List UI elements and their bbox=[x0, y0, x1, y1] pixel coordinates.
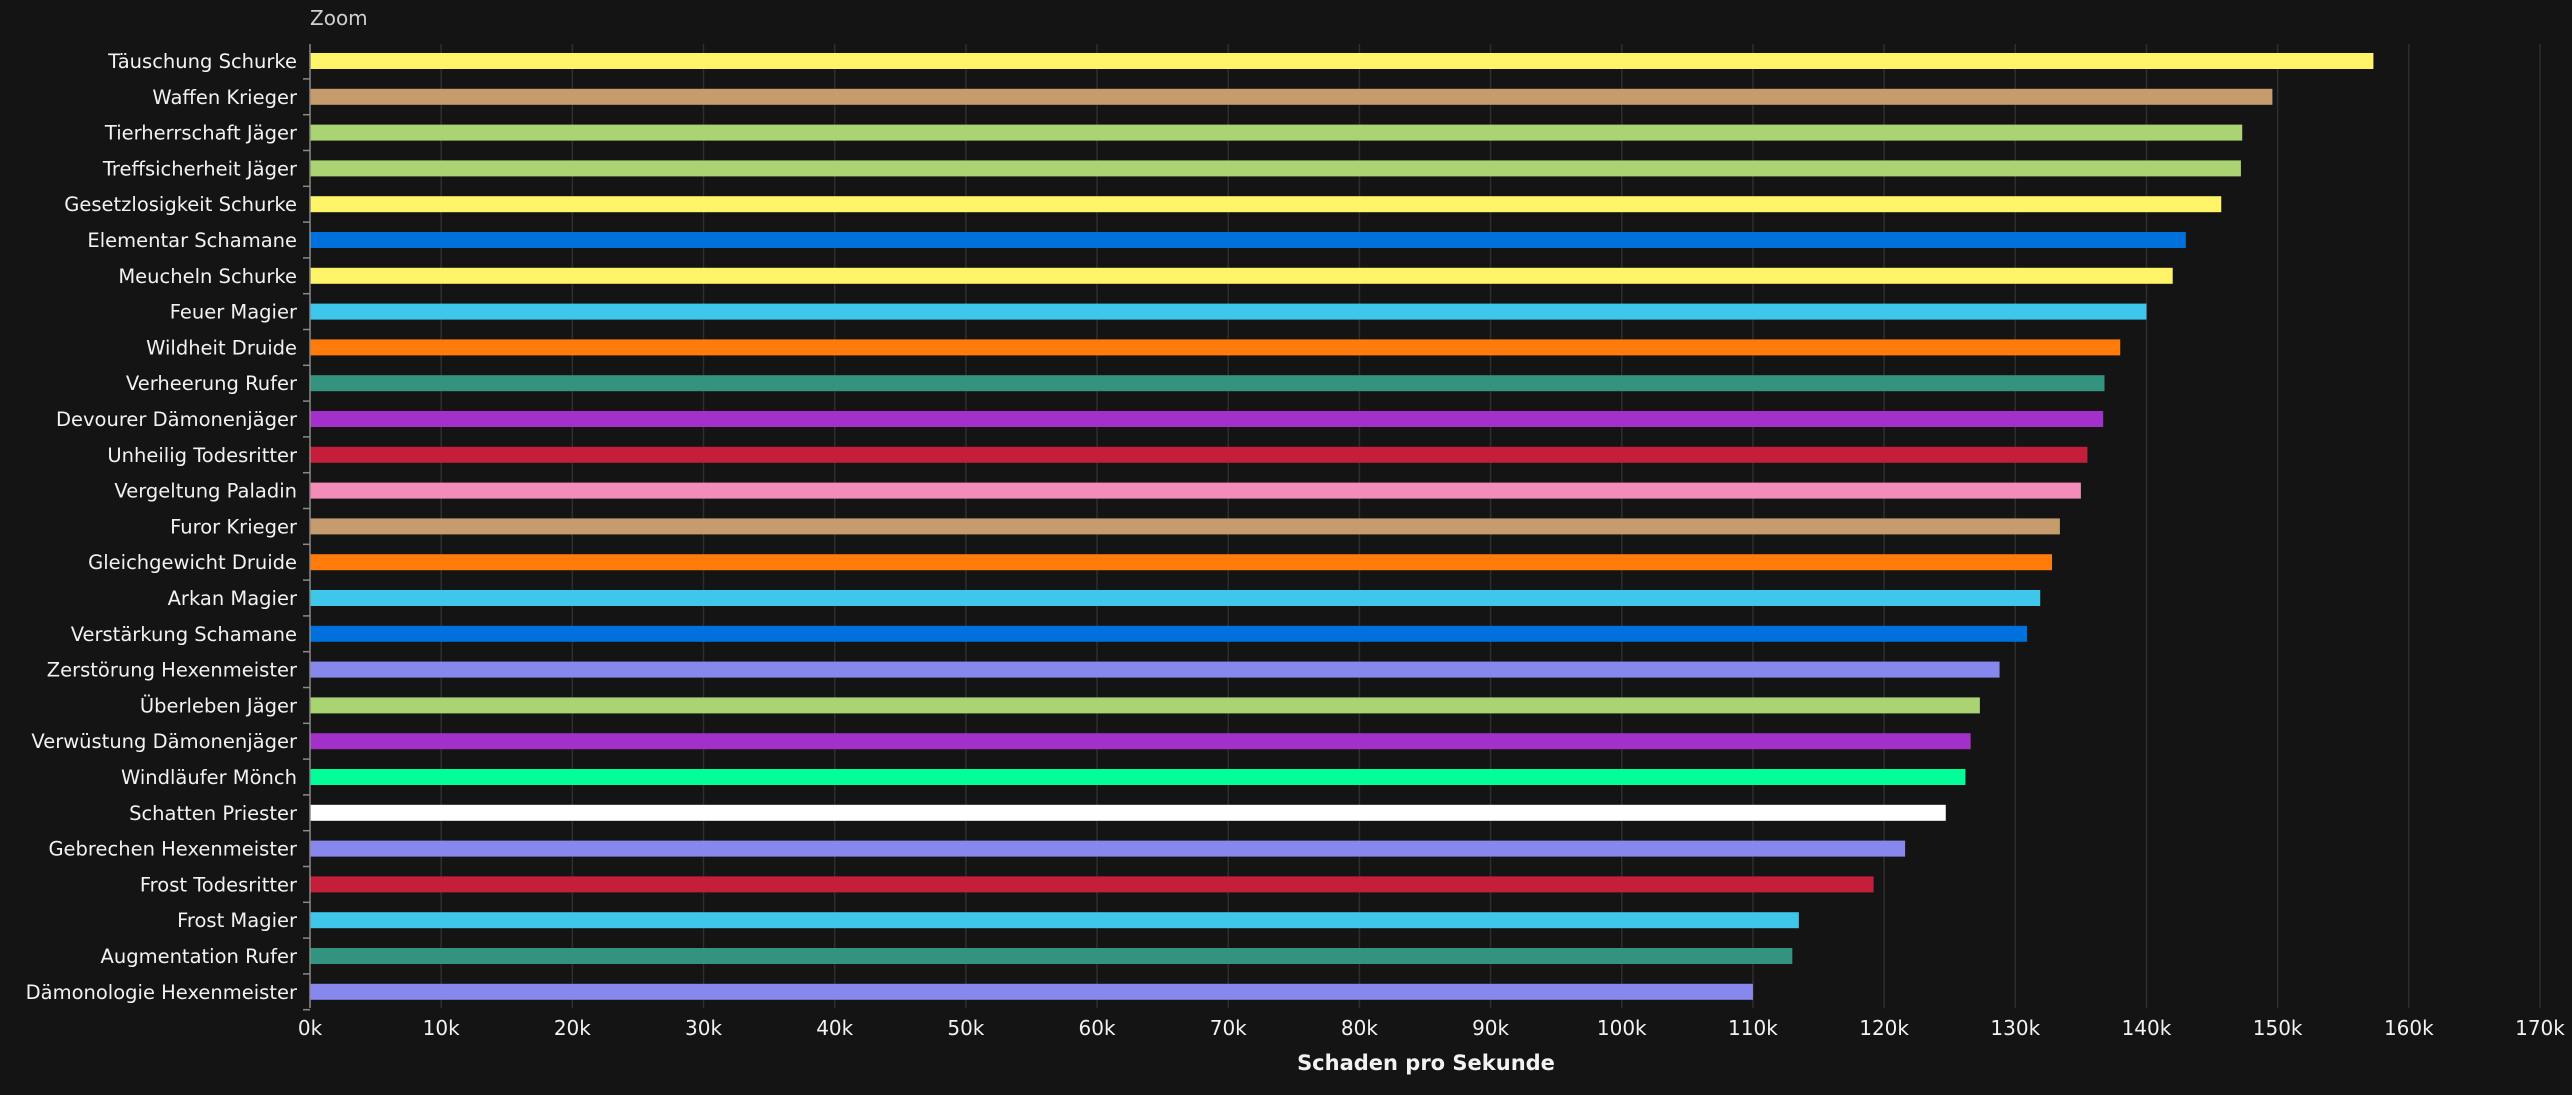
bars bbox=[310, 53, 2374, 1000]
bar[interactable] bbox=[310, 733, 1971, 750]
x-tick-label: 50k bbox=[947, 1016, 984, 1040]
category-label: Gebrechen Hexenmeister bbox=[48, 838, 298, 861]
bar[interactable] bbox=[310, 232, 2186, 248]
bar[interactable] bbox=[310, 697, 1980, 714]
x-tick-label: 100k bbox=[1597, 1016, 1647, 1040]
category-label: Gleichgewicht Druide bbox=[88, 551, 297, 574]
category-label: Vergeltung Paladin bbox=[114, 480, 297, 503]
category-label: Arkan Magier bbox=[168, 587, 298, 610]
bar[interactable] bbox=[310, 625, 2028, 642]
x-tick-label: 60k bbox=[1079, 1016, 1116, 1040]
x-axis-title: Schaden pro Sekunde bbox=[1297, 1051, 1555, 1075]
x-tick-label: 170k bbox=[2515, 1016, 2565, 1040]
x-tick-label: 140k bbox=[2122, 1016, 2172, 1040]
category-label: Waffen Krieger bbox=[152, 86, 298, 109]
bar[interactable] bbox=[310, 661, 2000, 678]
category-label: Feuer Magier bbox=[170, 301, 298, 324]
bar[interactable] bbox=[310, 267, 2173, 284]
bar[interactable] bbox=[310, 769, 1966, 785]
category-label: Furor Krieger bbox=[170, 515, 298, 538]
bar[interactable] bbox=[310, 590, 2041, 606]
bar[interactable] bbox=[310, 482, 2081, 499]
x-tick-label: 90k bbox=[1472, 1016, 1509, 1040]
category-label: Unheilig Todesritter bbox=[107, 444, 298, 467]
bar[interactable] bbox=[310, 983, 1753, 1000]
category-label: Treffsicherheit Jäger bbox=[102, 157, 298, 180]
category-label: Überleben Jäger bbox=[140, 694, 298, 717]
category-label: Meucheln Schurke bbox=[118, 265, 297, 288]
category-label: Augmentation Rufer bbox=[101, 945, 298, 968]
category-label: Windläufer Mönch bbox=[121, 766, 297, 789]
x-tick-label: 160k bbox=[2384, 1016, 2434, 1040]
bar[interactable] bbox=[310, 912, 1799, 929]
bar[interactable] bbox=[310, 876, 1874, 893]
bar[interactable] bbox=[310, 303, 2147, 320]
x-tick-label: 150k bbox=[2253, 1016, 2303, 1040]
bar[interactable] bbox=[310, 518, 2060, 535]
x-tick-label: 120k bbox=[1859, 1016, 1909, 1040]
bar[interactable] bbox=[310, 411, 2104, 427]
bar[interactable] bbox=[310, 446, 2088, 463]
category-label: Dämonologie Hexenmeister bbox=[26, 981, 298, 1004]
category-label: Verheerung Rufer bbox=[126, 372, 298, 395]
x-tick-label: 30k bbox=[685, 1016, 722, 1040]
x-tick-label: 0k bbox=[298, 1016, 323, 1040]
bar[interactable] bbox=[310, 375, 2105, 392]
bar[interactable] bbox=[310, 554, 2053, 571]
x-axis-ticks: 0k 10k 20k 30k 40k 50k 60k 70k 80k 90k 100k 110k 120… bbox=[298, 1016, 2565, 1040]
x-tick-label: 80k bbox=[1341, 1016, 1378, 1040]
x-tick-label: 110k bbox=[1728, 1016, 1778, 1040]
category-label: Frost Todesritter bbox=[140, 873, 298, 896]
category-label: Elementar Schamane bbox=[87, 229, 297, 252]
bar[interactable] bbox=[310, 840, 1906, 857]
zoom-label[interactable]: Zoom bbox=[310, 6, 368, 30]
bar[interactable] bbox=[310, 804, 1946, 821]
category-label: Zerstörung Hexenmeister bbox=[47, 659, 298, 682]
category-label: Verwüstung Dämonenjäger bbox=[31, 730, 298, 753]
category-label: Schatten Priester bbox=[129, 802, 298, 825]
bar[interactable] bbox=[310, 53, 2374, 69]
x-tick-label: 40k bbox=[816, 1016, 853, 1040]
bar[interactable] bbox=[310, 948, 1793, 964]
category-label: Frost Magier bbox=[177, 909, 298, 932]
category-label: Gesetzlosigkeit Schurke bbox=[64, 193, 297, 216]
bar[interactable] bbox=[310, 124, 2243, 141]
bar[interactable] bbox=[310, 196, 2222, 213]
category-label: Wildheit Druide bbox=[146, 336, 297, 359]
category-label: Tierherrschaft Jäger bbox=[104, 122, 298, 145]
x-tick-label: 130k bbox=[1990, 1016, 2040, 1040]
category-label: Devourer Dämonenjäger bbox=[56, 408, 298, 431]
bar[interactable] bbox=[310, 339, 2121, 356]
bar[interactable] bbox=[310, 160, 2241, 177]
x-tick-label: 10k bbox=[423, 1016, 460, 1040]
x-tick-label: 20k bbox=[554, 1016, 591, 1040]
category-label: Verstärkung Schamane bbox=[71, 623, 297, 646]
category-label: Täuschung Schurke bbox=[107, 50, 297, 73]
category-labels: Täuschung Schurke Waffen Krieger Tierherrs… bbox=[26, 50, 310, 1011]
bar[interactable] bbox=[310, 88, 2273, 105]
x-tick-label: 70k bbox=[1210, 1016, 1247, 1040]
